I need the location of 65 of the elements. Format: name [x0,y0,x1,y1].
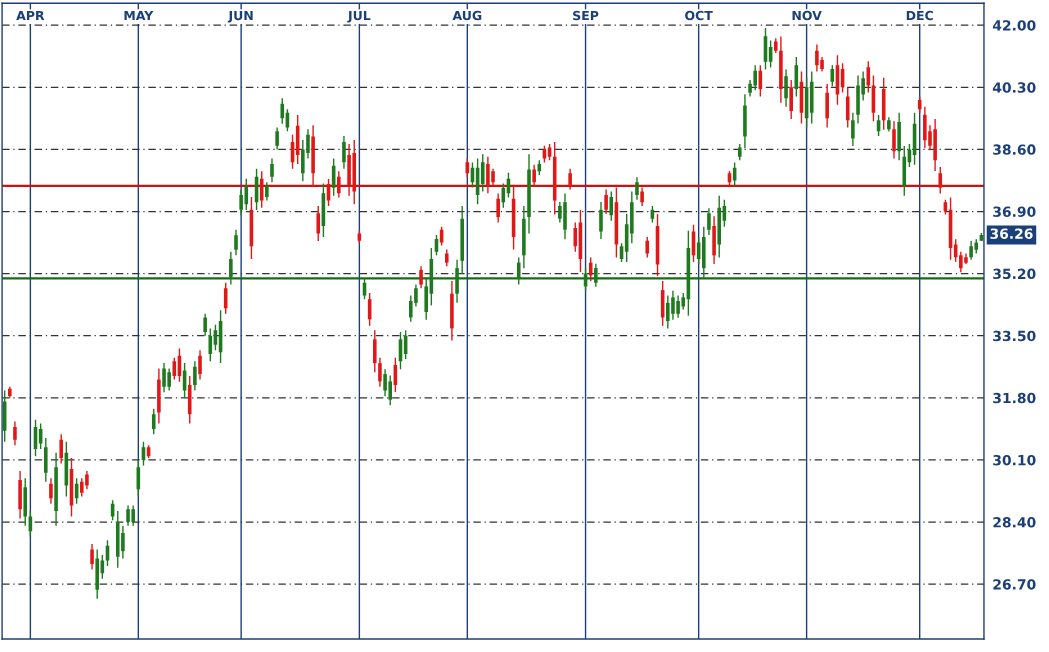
candlestick [573,221,578,253]
candlestick [588,256,593,282]
candlestick [594,263,598,288]
candlestick [378,356,382,388]
candlestick [516,256,521,286]
x-tick-label: MAY [124,10,154,21]
candlestick [316,205,321,242]
candlestick [599,201,603,240]
candlestick [845,87,850,129]
candlestick [707,207,711,236]
candlestick [892,120,896,160]
candlestick [645,236,650,259]
candlestick [49,477,53,505]
x-tick-label: SEP [573,10,599,21]
y-tick-label: 36.90 [993,206,1036,217]
y-tick-label: 33.50 [993,330,1036,342]
candlestick [90,543,94,571]
candlestick [337,170,341,199]
candlestick [609,190,614,222]
y-tick-label: 40.30 [992,82,1036,93]
x-tick-label: NOV [792,10,822,21]
candlestick [198,349,202,381]
candlestick [604,188,608,215]
candlestick [203,313,207,337]
x-tick-label: AUG [452,10,482,21]
candlestick [635,176,639,201]
y-tick-label: 42.00 [992,20,1036,31]
candlestick [275,126,279,151]
candlestick [208,327,213,362]
candlestick [419,265,423,289]
candlestick [265,181,269,202]
candlestick [640,186,644,207]
x-tick-label: JUN [227,10,253,23]
x-tick-label: OCT [685,10,713,21]
candlestick [59,433,64,465]
candlestick [280,97,285,125]
text: 36.26 [990,228,1033,239]
candlestick [851,112,855,147]
candlestick [151,408,156,436]
y-tick-label: 28.40 [993,517,1036,528]
candlestick [789,79,793,120]
candlestick [193,360,197,392]
candlestick [373,329,377,373]
y-tick-label: 26.70 [993,579,1036,590]
y-tick-label: 30.10 [993,454,1036,466]
y-tick-label: 35.20 [993,268,1036,280]
candlestick [532,164,536,187]
candlestick [342,135,346,170]
candlestick [938,166,943,195]
y-tick-label: 31.80 [993,392,1036,404]
candlestick [568,168,572,191]
x-tick-label: JUL [347,10,371,23]
x-tick-label: DEC [906,10,933,21]
candlestick [480,153,485,193]
candlestick [229,250,233,286]
candlestick [13,420,17,447]
x-tick-label: APR [16,10,45,21]
candlestick [496,192,500,224]
candlestick [866,60,871,94]
candlestick [270,157,274,183]
candlestick [784,68,788,108]
y-tick-label: 38.60 [993,144,1036,155]
candlestick [223,282,228,315]
candlestick [234,229,238,257]
candlestick [259,170,264,209]
